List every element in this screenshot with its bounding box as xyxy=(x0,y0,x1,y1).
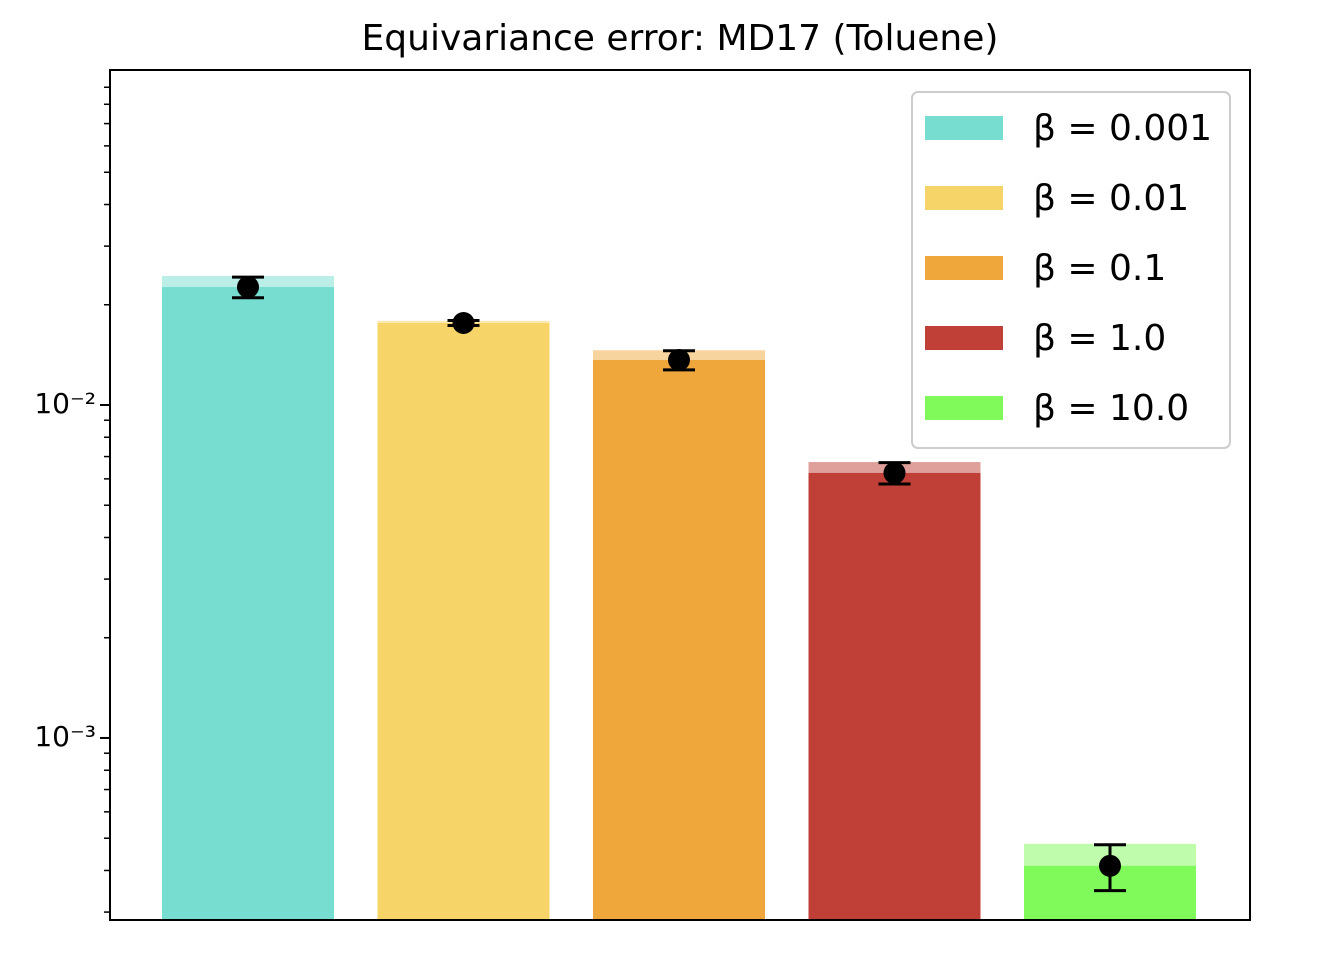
legend-label: β = 0.01 xyxy=(1033,178,1189,219)
y-tick-label: 10⁻³ xyxy=(34,720,96,753)
mean-marker xyxy=(1099,854,1121,877)
legend-swatch xyxy=(925,396,1003,420)
chart-title: Equivariance error: MD17 (Toluene) xyxy=(362,18,999,59)
legend-label: β = 0.001 xyxy=(1033,108,1212,149)
mean-marker xyxy=(883,461,906,484)
bar xyxy=(162,287,334,920)
mean-marker xyxy=(237,276,259,299)
mean-marker xyxy=(452,311,475,334)
legend-swatch xyxy=(925,326,1003,350)
y-tick-label: 10⁻² xyxy=(34,387,96,420)
bar xyxy=(377,322,550,920)
mean-marker xyxy=(668,348,690,371)
legend-swatch xyxy=(925,256,1003,280)
legend-label: β = 1.0 xyxy=(1033,318,1166,359)
bar xyxy=(808,472,981,920)
legend-label: β = 0.1 xyxy=(1033,248,1166,289)
bar xyxy=(593,359,765,920)
legend-swatch xyxy=(925,186,1003,210)
legend-frame xyxy=(911,91,1231,449)
legend: β = 0.001 β = 0.01 β = 0.1 β = 1.0 β = 10.0 xyxy=(911,91,1231,449)
legend-swatch xyxy=(925,116,1003,140)
plot-frame xyxy=(109,69,1251,921)
legend-label: β = 10.0 xyxy=(1033,388,1189,429)
